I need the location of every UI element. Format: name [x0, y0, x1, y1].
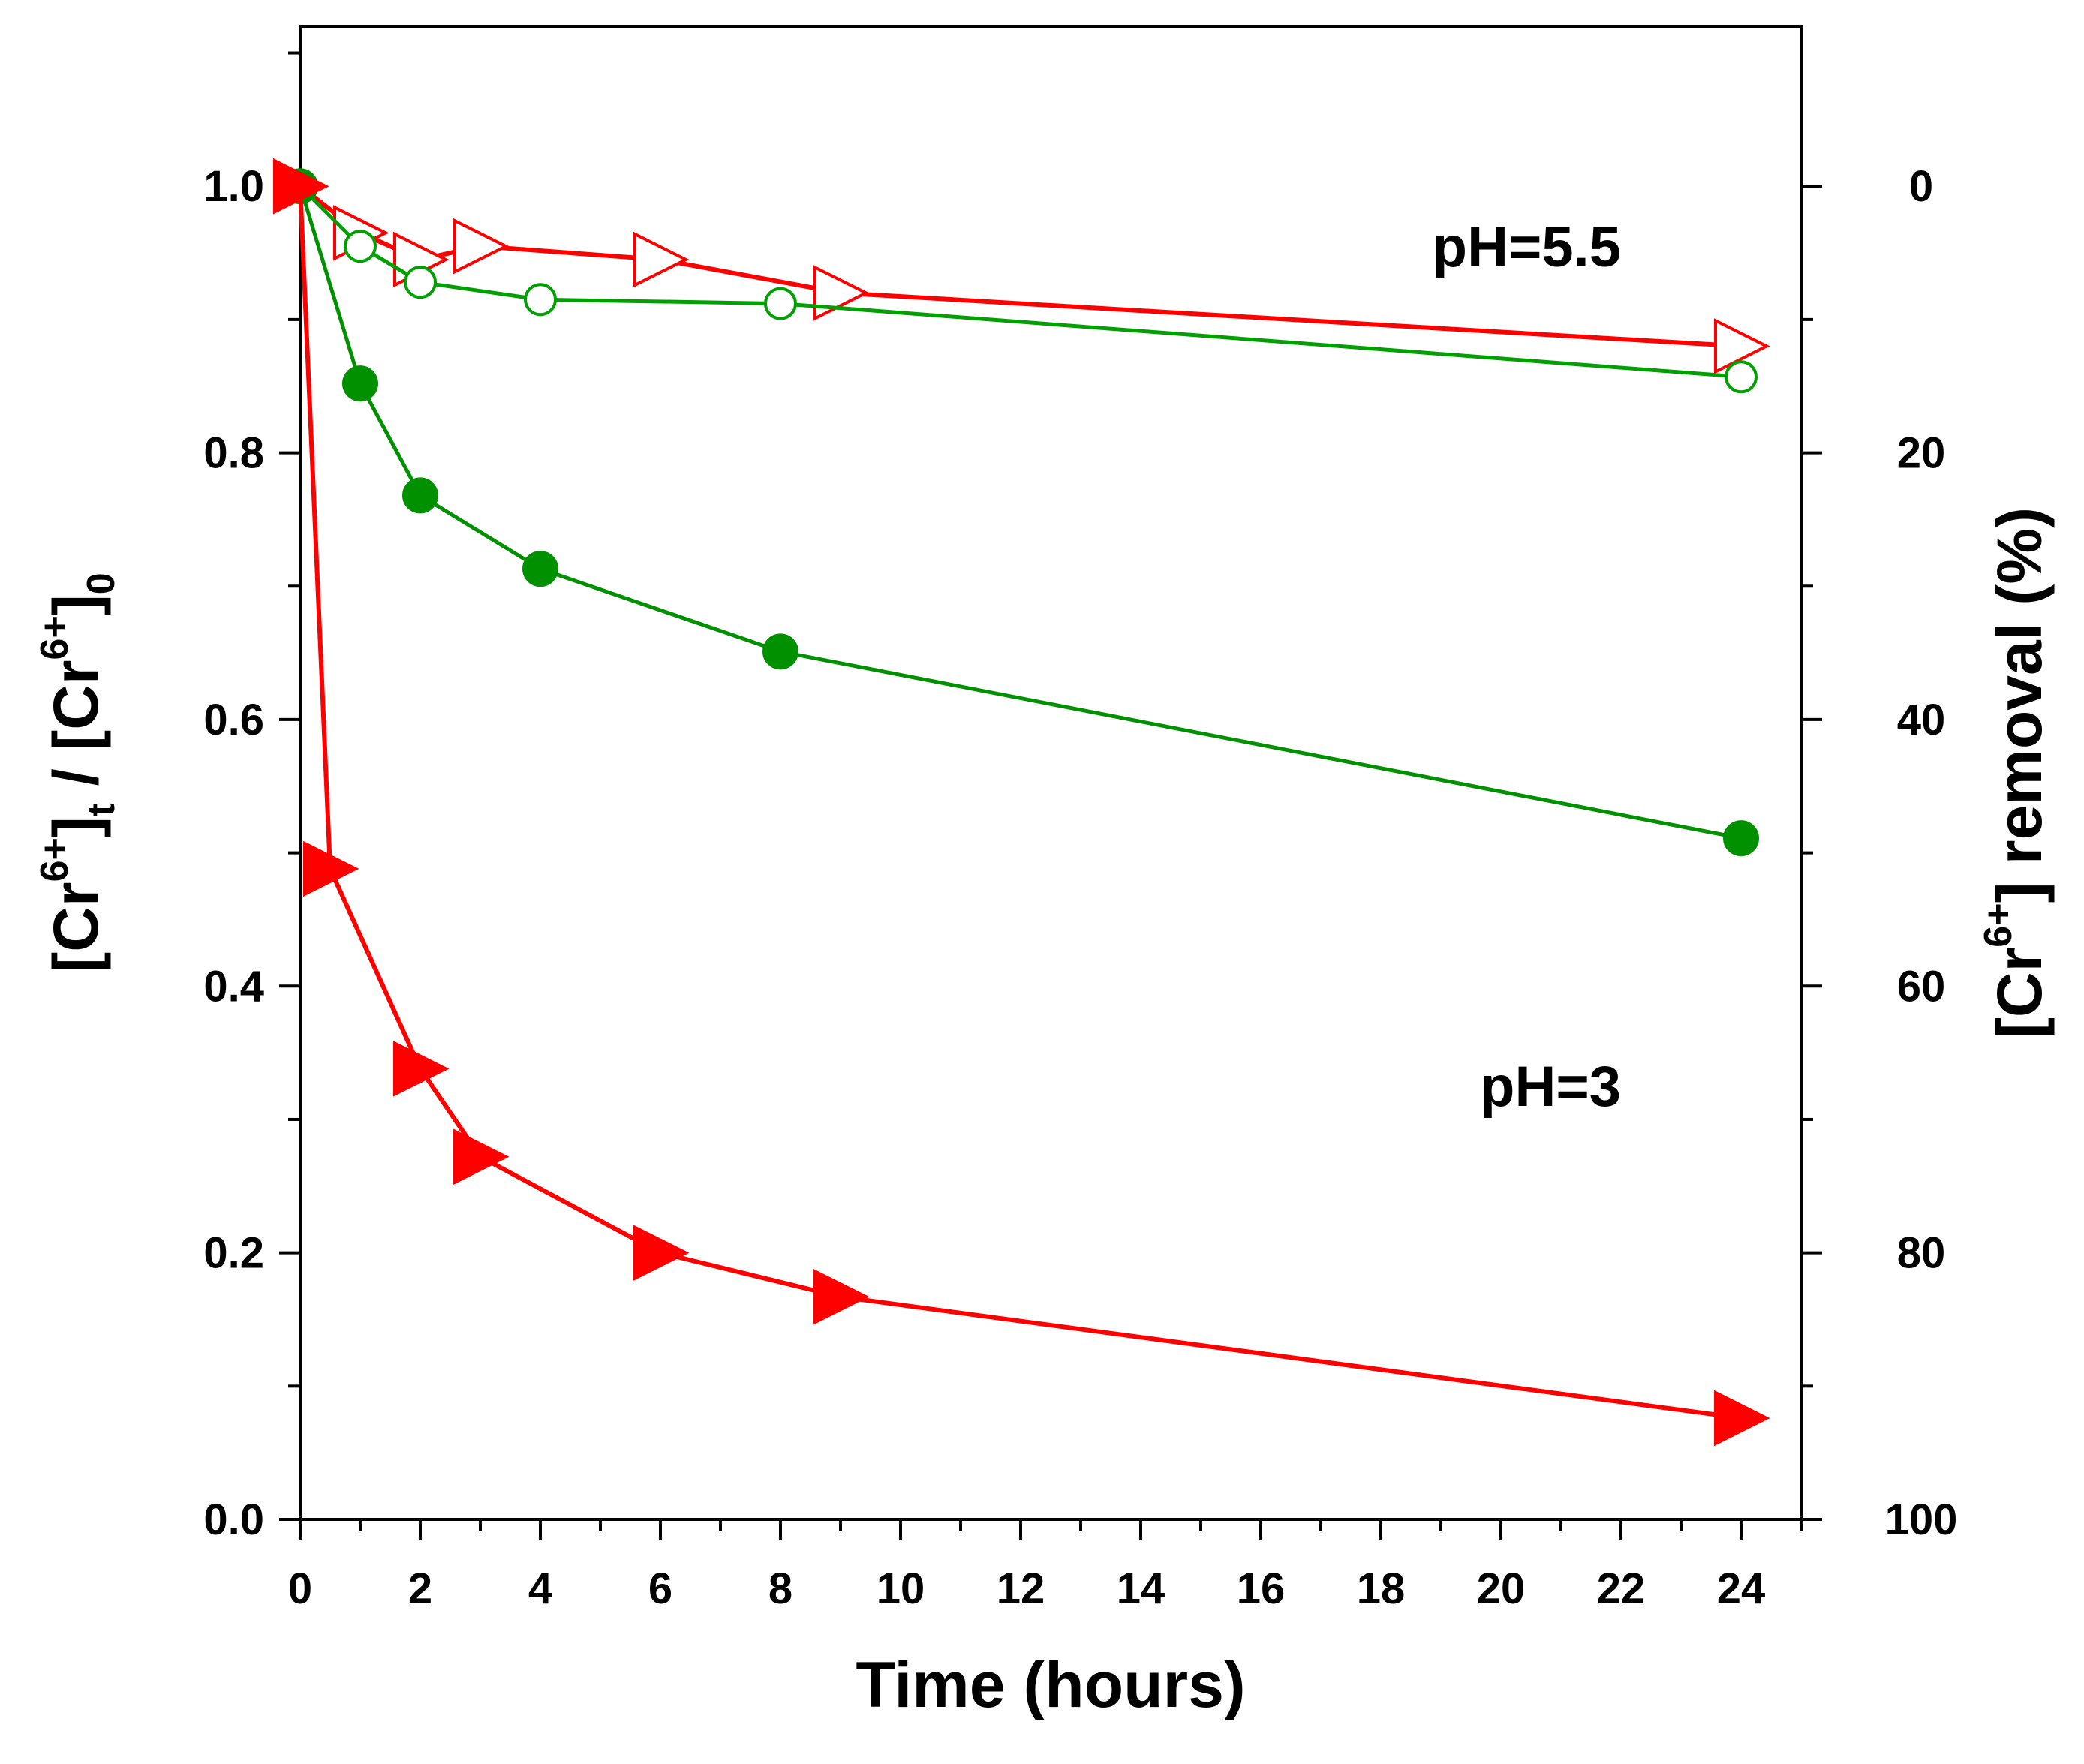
data-point [393, 1041, 450, 1097]
data-point [524, 283, 557, 317]
annotation-label: pH=3 [1480, 1055, 1621, 1119]
x-tick-label: 14 [1117, 1564, 1165, 1613]
y-label-sub1: t [80, 804, 123, 816]
data-point [1723, 820, 1759, 857]
svg-text:[Cr6+] removal (%): [Cr6+] removal (%) [1977, 507, 2055, 1038]
x-tick-label: 24 [1717, 1564, 1766, 1613]
y-tick-label: 0.0 [203, 1495, 264, 1544]
y2-label-main: [Cr [1984, 948, 2055, 1038]
data-point [402, 477, 438, 514]
y-axis-label: [Cr6+]t / [Cr6+]0 [33, 572, 123, 972]
y2-tick-label: 0 [1909, 162, 1933, 211]
y2-axis-label: [Cr6+] removal (%) [1977, 507, 2055, 1038]
x-tick-label: 20 [1477, 1564, 1526, 1613]
y2-tick-label: 80 [1897, 1229, 1946, 1278]
data-point [1714, 1390, 1770, 1447]
annotations: pH=5.5 pH=3 [1433, 215, 1621, 1119]
tick-labels: 0 2 4 6 8 10 12 14 16 18 20 22 240.00.20.40.60.81.0 0… [203, 162, 1957, 1613]
x-tick-label: 10 [877, 1564, 925, 1613]
x-tick-label: 4 [528, 1564, 552, 1613]
y-tick-label: 0.2 [203, 1229, 264, 1278]
y-label-sub2: 0 [80, 572, 123, 594]
data-point [453, 1128, 510, 1185]
series-layer [273, 158, 1770, 1447]
data-point [764, 287, 797, 320]
y2-tick-label: 60 [1897, 962, 1946, 1011]
y-tick-label: 0.4 [203, 962, 264, 1011]
y-label-main: [Cr [41, 882, 111, 972]
y-tick-label: 0.6 [203, 696, 264, 744]
y-tick-label: 0.8 [203, 429, 264, 478]
data-point [813, 1269, 870, 1325]
y-label-sup2: 6+ [33, 615, 77, 660]
data-point [522, 551, 558, 587]
annotation-label: pH=5.5 [1433, 215, 1621, 279]
x-tick-label: 22 [1597, 1564, 1646, 1613]
series-line [298, 186, 1742, 1420]
x-tick-label: 12 [997, 1564, 1045, 1613]
y-label-sup1: 6+ [33, 837, 77, 882]
data-point [1725, 360, 1758, 394]
data-point [344, 230, 377, 263]
series-3 [273, 158, 1770, 1447]
y2-tick-label: 100 [1885, 1495, 1958, 1544]
y-label-mid1: ] [41, 816, 111, 837]
data-point [1714, 318, 1770, 374]
x-axis-label: Time (hours) [856, 1649, 1245, 1721]
x-tick-label: 2 [408, 1564, 432, 1613]
data-point [303, 840, 359, 897]
y-label-mid3: ] [41, 594, 111, 615]
series-1 [284, 170, 1758, 394]
y2-tick-label: 20 [1897, 429, 1946, 478]
x-tick-label: 6 [648, 1564, 672, 1613]
x-tick-label: 18 [1357, 1564, 1406, 1613]
y2-tick-label: 40 [1897, 696, 1946, 744]
series-2 [282, 168, 1759, 857]
data-point [404, 266, 437, 299]
data-point [342, 365, 378, 402]
plot-frame [299, 25, 1803, 1521]
data-point [453, 218, 510, 275]
y-tick-label: 1.0 [203, 162, 264, 211]
data-point [633, 231, 690, 288]
series-line [298, 185, 1742, 840]
data-point [762, 633, 798, 670]
x-tick-label: 8 [768, 1564, 792, 1613]
data-point [273, 158, 329, 215]
svg-text:[Cr6+]t / [Cr6+]0: [Cr6+]t / [Cr6+]0 [33, 572, 123, 972]
y2-label-sup: 6+ [1977, 903, 2020, 947]
x-tick-label: 16 [1237, 1564, 1286, 1613]
x-tick-label: 0 [288, 1564, 312, 1613]
data-point [633, 1225, 690, 1281]
y2-label-rest: ] removal (%) [1984, 507, 2055, 903]
y-label-mid2: / [Cr [41, 660, 111, 803]
